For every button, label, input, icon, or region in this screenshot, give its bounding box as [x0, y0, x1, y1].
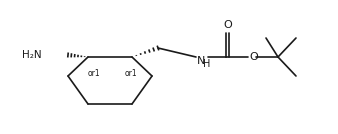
- Text: H₂N: H₂N: [22, 50, 42, 60]
- Text: O: O: [249, 52, 258, 62]
- Text: O: O: [223, 20, 232, 30]
- Text: or1: or1: [88, 70, 100, 79]
- Text: H: H: [203, 59, 210, 69]
- Text: N: N: [197, 56, 206, 66]
- Text: or1: or1: [125, 70, 137, 79]
